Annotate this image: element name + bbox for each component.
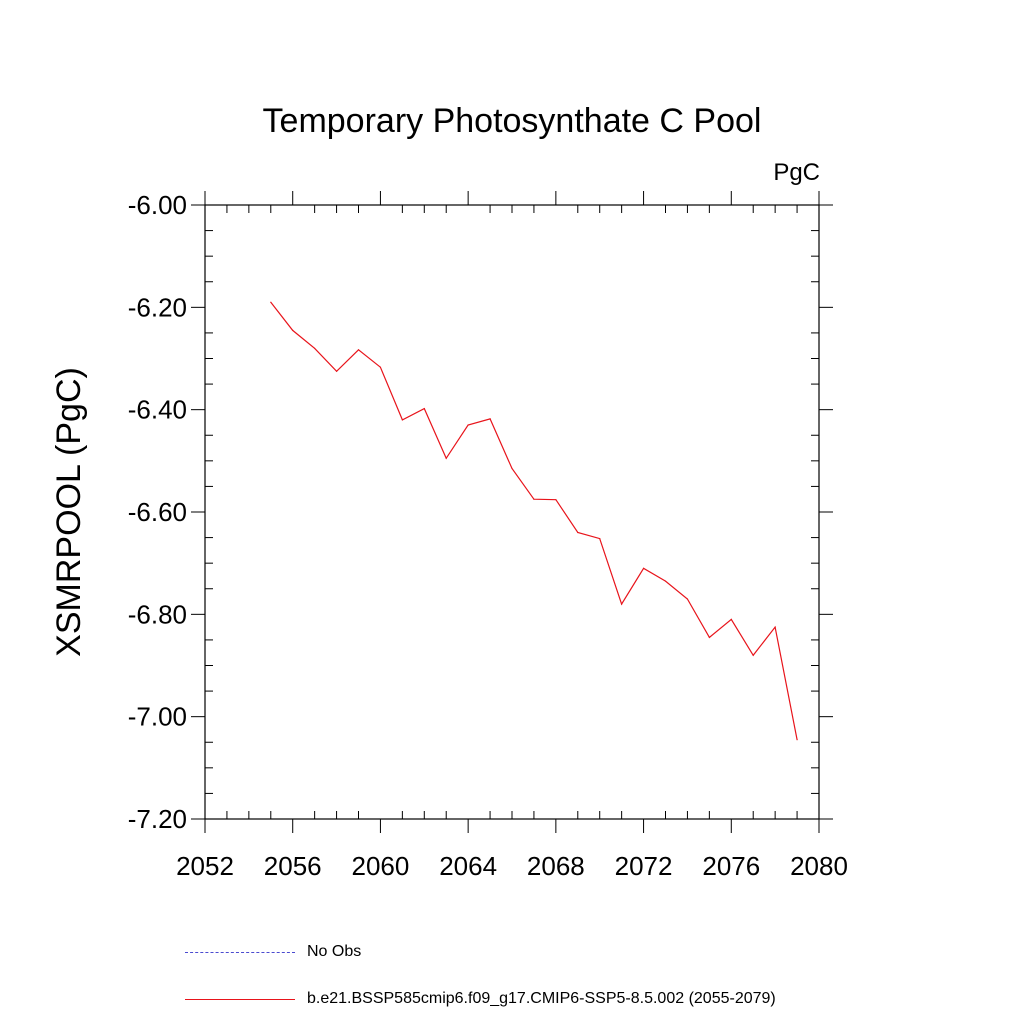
y-tick-label: -6.20 [128,292,187,322]
data-point [643,567,645,569]
x-tick-label: 2072 [615,851,673,881]
data-point [664,580,667,582]
x-tick-label: 2060 [352,851,410,881]
data-point [533,498,535,500]
data-point [467,424,469,426]
y-tick-label: -6.00 [128,190,187,220]
y-tick-label: -6.80 [128,599,187,629]
series-line [270,301,798,740]
x-tick-label: 2064 [439,851,497,881]
legend-swatch-model [185,998,295,1000]
data-point [445,457,447,459]
data-point [686,598,689,600]
data-point [336,370,338,372]
chart-title: Temporary Photosynthate C Pool [263,102,762,140]
data-point [511,467,513,470]
data-point [708,636,711,639]
x-tick-label: 2068 [527,851,585,881]
legend-label-model: b.e21.BSSP585cmip6.f09_g17.CMIP6-SSP5-8.… [307,990,776,1007]
plot-frame [204,204,820,820]
data-point [379,366,381,368]
data-point [292,329,294,331]
tick-labels: 2052 2056 2060 2064 2068 2072 2076 2080 -6.00 -6.… [128,190,848,881]
y-tick-label: -6.40 [128,395,187,425]
legend-item-model: b.e21.BSSP585cmip6.f09_g17.CMIP6-SSP5-8.… [185,989,776,1009]
legend-label-obs: No Obs [307,943,362,960]
data-point [796,739,798,741]
legend-item-obs: No Obs [185,942,361,962]
data-point [730,618,732,621]
y-tick-label: -7.00 [128,702,187,732]
data-point [752,654,754,656]
data-point [489,418,491,420]
y-tick-label: -7.20 [128,804,187,834]
data-point [599,538,601,540]
x-tick-label: 2080 [790,851,848,881]
data-point [577,531,579,534]
data-point [774,626,776,628]
x-tick-label: 2056 [264,851,322,881]
data-point [401,419,403,421]
axis-ticks [191,191,833,833]
data-point [270,301,272,303]
data-point [423,408,425,410]
data-point [555,499,557,501]
data-point [357,349,360,351]
x-tick-label: 2052 [176,851,234,881]
legend-swatch-obs [185,951,295,953]
data-point [314,347,316,349]
data-point [621,603,623,605]
x-tick-label: 2076 [702,851,760,881]
units-label: PgC [773,159,820,186]
y-tick-label: -6.60 [128,497,187,527]
y-axis-label: XSMRPOOL (PgC) [50,367,88,657]
series-group [270,301,798,741]
